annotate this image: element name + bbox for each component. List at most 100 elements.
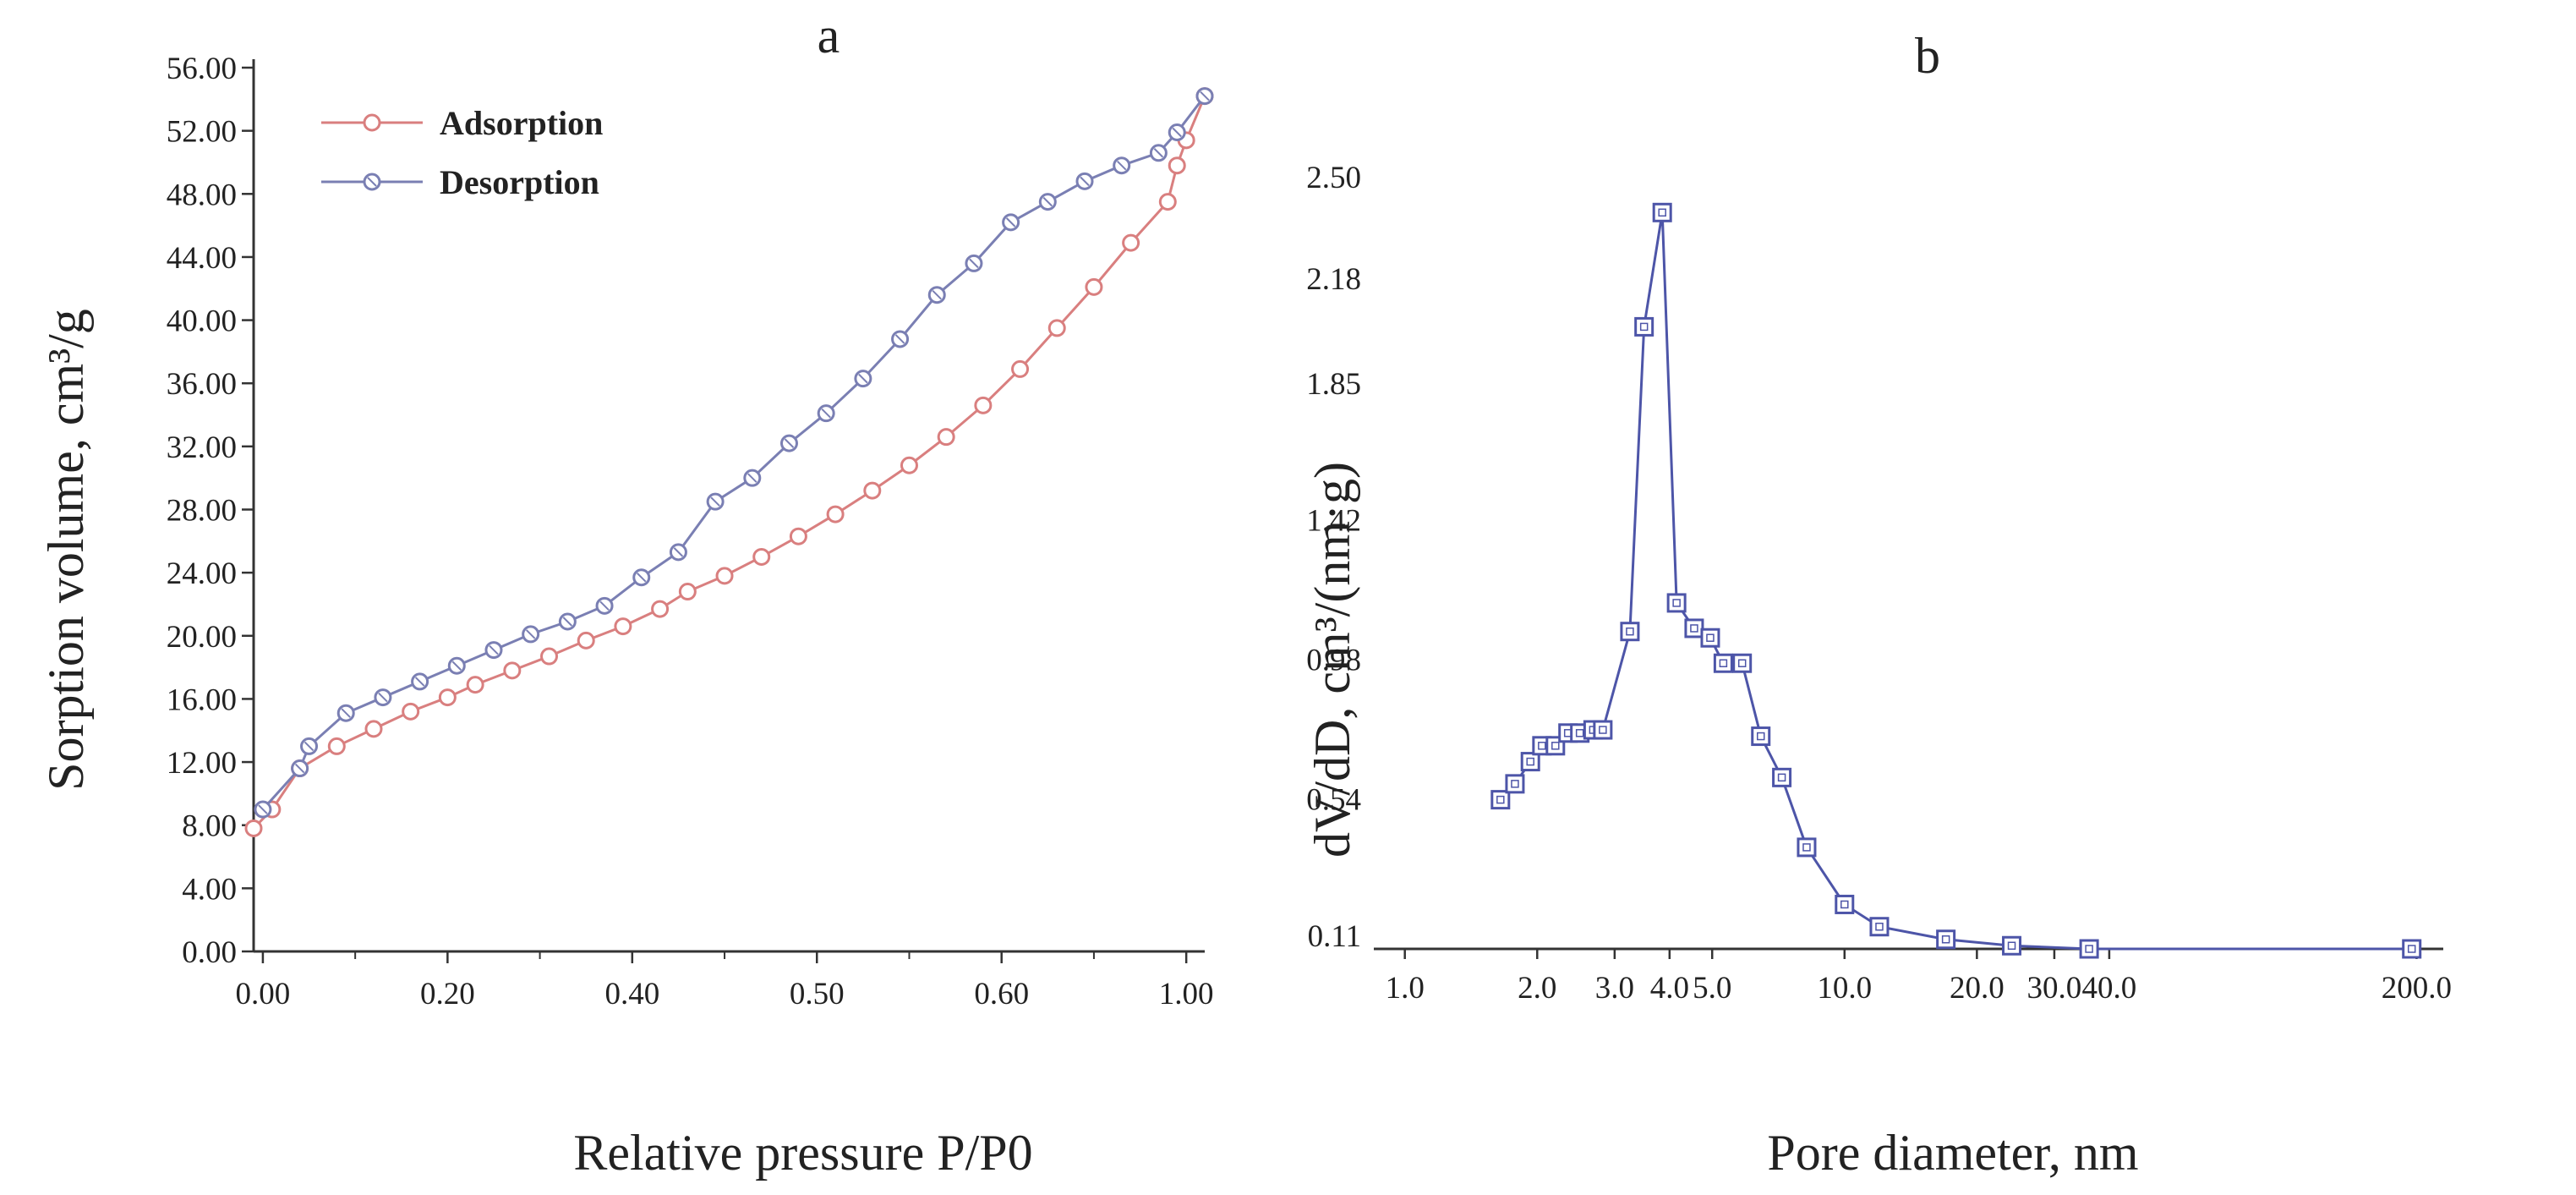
- desorption-point: [595, 596, 614, 615]
- panel-a-axes: [252, 59, 1205, 953]
- pore-distribution-point: [1797, 837, 1817, 858]
- adsorption-point: [863, 481, 882, 500]
- desorption-point: [522, 625, 540, 644]
- desorption-point: [817, 404, 835, 423]
- x-tick-label: 0.40: [604, 977, 659, 1011]
- x-tick-label: 1.0: [1386, 971, 1425, 1006]
- legend-marker-desorption: [363, 173, 381, 191]
- desorption-point: [1168, 123, 1186, 142]
- adsorption-point: [244, 819, 263, 837]
- y-tick-label: 8.00: [182, 809, 237, 844]
- legend-marker-adsorption: [363, 113, 381, 132]
- panel-a-chart: 0.00 4.00 8.00 12.00 16.00 20.00 24.00 28.00 32.…: [38, 52, 1214, 1181]
- desorption-point: [1075, 172, 1094, 190]
- adsorption-point: [1011, 359, 1030, 378]
- panel-a-series: [244, 87, 1214, 837]
- pore-distribution-point: [1666, 593, 1687, 613]
- pore-distribution-point: [1593, 720, 1613, 740]
- adsorption-point: [937, 428, 955, 447]
- desorption-line: [261, 95, 1206, 811]
- panel-b-x-axis-title: Pore diameter, nm: [1767, 1125, 2138, 1181]
- adsorption-point: [577, 631, 595, 650]
- desorption-point: [669, 543, 687, 562]
- y-tick-label: 40.00: [167, 304, 237, 339]
- x-tick-label: 0.00: [236, 977, 291, 1011]
- y-tick-label: 2.18: [1306, 262, 1361, 297]
- pore-distribution-point: [1936, 929, 1956, 950]
- desorption-point: [706, 492, 725, 511]
- legend-label-desorption: Desorption: [440, 163, 599, 201]
- adsorption-point: [540, 647, 559, 666]
- adsorption-point: [789, 527, 807, 545]
- y-tick-label: 0.00: [182, 935, 237, 970]
- x-tick-label: 0.20: [420, 977, 475, 1011]
- adsorption-point: [1085, 277, 1103, 296]
- pore-distribution-point: [1700, 628, 1720, 648]
- adsorption-point: [1158, 193, 1177, 211]
- pore-distribution-point: [1713, 653, 1733, 673]
- panel-b-x-ticks: 1.0 2.0 3.0 4.0 5.0 10.0 20.0 30.0 40.0 200.0: [1386, 949, 2452, 1006]
- desorption-point: [1038, 193, 1057, 211]
- pore-distribution-point: [1490, 790, 1511, 810]
- panel-b-series: [1490, 202, 2422, 959]
- adsorption-point: [327, 737, 346, 755]
- y-tick-label: 1.42: [1306, 503, 1361, 538]
- adsorption-point: [715, 567, 734, 585]
- desorption-point: [743, 469, 762, 487]
- adsorption-point: [1122, 233, 1140, 252]
- y-tick-label: 0.98: [1306, 643, 1361, 677]
- adsorption-point: [1047, 319, 1066, 337]
- panel-b-y-ticks: 0.11 0.54 0.98 1.42 1.85 2.18 2.50: [1306, 161, 1361, 954]
- adsorption-point: [503, 661, 522, 680]
- desorption-point: [927, 286, 946, 304]
- adsorption-point: [900, 456, 918, 474]
- adsorption-point: [651, 600, 670, 618]
- y-tick-label: 28.00: [167, 494, 237, 529]
- adsorption-point: [614, 617, 632, 636]
- adsorption-point: [438, 688, 457, 707]
- desorption-point: [1149, 144, 1168, 162]
- x-tick-label: 0.50: [790, 977, 845, 1011]
- y-tick-label: 4.00: [182, 872, 237, 907]
- y-tick-label: 2.50: [1306, 161, 1361, 195]
- x-tick-label: 10.0: [1817, 971, 1872, 1006]
- panel-a-label: a: [818, 8, 840, 63]
- y-tick-label: 52.00: [167, 115, 237, 150]
- pore-distribution-point: [1620, 622, 1640, 642]
- panel-b-y-axis-title: dV/dD, cm³/(nm·g): [1304, 462, 1360, 858]
- adsorption-point: [1168, 156, 1186, 175]
- y-tick-label: 32.00: [167, 430, 237, 465]
- y-tick-label: 20.00: [167, 620, 237, 655]
- adsorption-point: [826, 505, 845, 523]
- panel-a-y-ticks: 0.00 4.00 8.00 12.00 16.00 20.00 24.00 28.00 32.…: [167, 52, 254, 970]
- pore-distribution-point: [1520, 752, 1540, 772]
- desorption-point: [484, 641, 503, 660]
- panel-a-y-axis-title: Sorption volume, cm³/g: [38, 309, 94, 791]
- adsorption-point: [678, 583, 697, 601]
- adsorption-point: [752, 547, 771, 566]
- desorption-point: [1195, 87, 1214, 106]
- desorption-point: [891, 330, 910, 348]
- y-tick-label: 56.00: [167, 52, 237, 86]
- pore-distribution-point: [1652, 202, 1672, 222]
- panel-b-label: b: [1915, 28, 1940, 84]
- desorption-point: [1113, 156, 1131, 175]
- desorption-point: [411, 672, 429, 691]
- x-tick-label: 1.00: [1159, 977, 1214, 1011]
- desorption-point: [965, 254, 983, 272]
- desorption-point: [300, 737, 319, 755]
- y-tick-label: 48.00: [167, 178, 237, 212]
- y-tick-label: 24.00: [167, 556, 237, 591]
- desorption-point: [558, 612, 577, 631]
- adsorption-point: [364, 720, 383, 738]
- adsorption-point: [974, 396, 993, 414]
- desorption-point: [336, 704, 355, 722]
- x-tick-label: 40.0: [2082, 971, 2137, 1006]
- pore-distribution-point: [2079, 939, 2099, 959]
- pore-distribution-point: [1869, 917, 1890, 937]
- pore-distribution-point: [1634, 316, 1654, 337]
- desorption-point: [854, 370, 872, 388]
- y-tick-label: 36.00: [167, 367, 237, 402]
- desorption-point: [632, 568, 651, 587]
